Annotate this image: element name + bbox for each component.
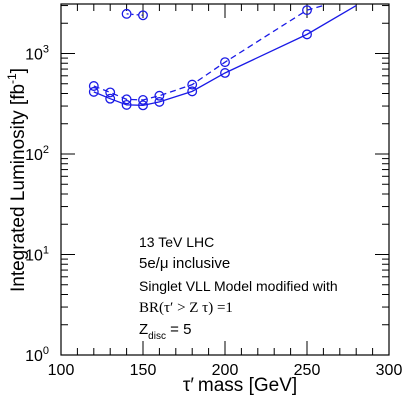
y-tick-label: 102: [25, 144, 49, 164]
data-point: [138, 100, 148, 111]
data-point: [121, 99, 132, 110]
data-point: [88, 86, 99, 97]
series-line: [126, 13, 144, 16]
y-axis-label-main: Integrated Luminosity [fb: [8, 84, 29, 292]
x-tick-label: 100: [48, 362, 75, 379]
y-tick-label-base: 10: [25, 147, 43, 164]
annotation-block: 13 TeV LHC 5e/μ inclusive Singlet VLL Mo…: [139, 234, 338, 342]
data-point: [187, 79, 198, 90]
x-tick-label: 300: [376, 362, 403, 379]
y-tick-label: 100: [25, 345, 49, 365]
data-point: [220, 68, 230, 78]
annotation-branching-ratio: BR(τ′ > Z τ) =1: [139, 300, 233, 316]
data-point: [154, 90, 165, 101]
data-point: [121, 8, 132, 19]
data-point: [187, 86, 198, 97]
annotation-discovery-significance: Zdisc = 5: [139, 321, 191, 342]
annotation-model: Singlet VLL Model modified with: [139, 278, 338, 294]
annotation-z-suffix: = 5: [166, 321, 191, 338]
x-axis-label-suffix: mass [GeV]: [198, 375, 297, 396]
data-point: [302, 29, 312, 40]
series-solid: [88, 4, 357, 111]
y-tick-label-base: 10: [25, 47, 43, 64]
annotation-energy: 13 TeV LHC: [139, 234, 214, 250]
series-line: [93, 4, 357, 106]
annotation-channel: 5e/μ inclusive: [139, 255, 230, 272]
x-axis-label-prefix: τ′: [183, 375, 195, 396]
y-tick-label: 103: [25, 44, 49, 64]
x-axis-label: τ′ mass [GeV]: [183, 375, 297, 396]
y-tick-label-exp: 0: [43, 345, 49, 357]
y-axis-label-exp: -1: [5, 73, 19, 84]
data-point: [105, 87, 116, 98]
annotation-z-sub: disc: [148, 331, 166, 342]
y-axis-label: Integrated Luminosity [fb-1]: [5, 68, 29, 292]
data-point: [88, 81, 99, 91]
y-axis-label-close: ]: [8, 68, 29, 73]
data-point: [220, 57, 230, 68]
data-series: [88, 4, 357, 111]
series-line: [93, 4, 324, 101]
x-tick-label: 250: [294, 362, 321, 379]
annotation-z-base: Z: [139, 321, 148, 338]
y-tick-label-exp: 1: [43, 245, 49, 257]
y-tick-label-exp: 3: [43, 44, 49, 56]
y-tick-label-base: 10: [25, 348, 43, 365]
data-point: [138, 10, 148, 21]
data-point: [121, 94, 132, 105]
y-tick-label: 101: [25, 245, 49, 265]
series-dotted: [121, 8, 148, 21]
data-point: [138, 94, 148, 105]
x-tick-label: 150: [130, 362, 157, 379]
data-point: [302, 5, 312, 16]
y-tick-label-base: 10: [25, 248, 43, 265]
series-dashed: [88, 4, 324, 105]
y-tick-label-exp: 2: [43, 144, 49, 156]
data-point: [154, 96, 165, 107]
data-point: [105, 93, 116, 104]
x-tick-label: 200: [212, 362, 239, 379]
